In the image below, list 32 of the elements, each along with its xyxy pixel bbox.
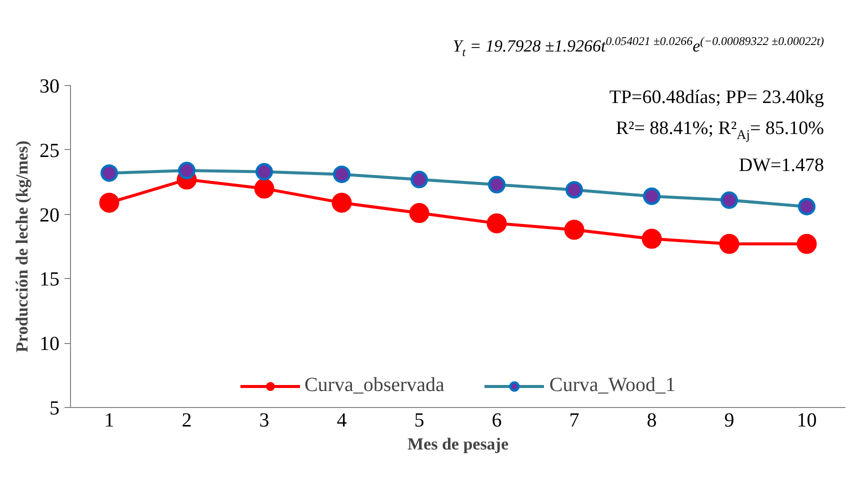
x-tick-label: 9 (724, 410, 734, 432)
point (409, 203, 430, 223)
point (99, 192, 120, 213)
y-tick-label: 20 (40, 204, 60, 226)
legend-label: Curva_Wood_1 (549, 374, 676, 397)
y-tick-label: 15 (40, 268, 60, 291)
x-tick-label: 5 (414, 410, 424, 432)
legend-label: Curva_observada (304, 374, 444, 397)
x-tick-label: 6 (492, 410, 502, 432)
x-tick-label: 4 (336, 410, 347, 432)
point (796, 234, 817, 254)
point (486, 213, 507, 234)
point (719, 234, 740, 254)
point (332, 192, 352, 213)
y-tick-label: 30 (40, 76, 60, 98)
x-tick-label: 7 (569, 410, 580, 432)
x-tick-label: 10 (796, 410, 817, 432)
point (564, 220, 584, 240)
x-tick-label: 1 (104, 410, 114, 432)
x-tick-label: 2 (182, 410, 192, 432)
x-tick-label: 3 (259, 410, 270, 432)
point (642, 228, 662, 249)
annotation: R²= 88.41%; R²$_{Aj}$= 85.10% (614, 117, 824, 144)
y-tick-label: 25 (40, 140, 60, 162)
text: Y$_{t}$ = 19.7928 ±1.9266t$^{0.054021 ±0.0266}$e$^{(−0.00089322 ±0.00022t)}$ (452, 33, 824, 62)
y-axis-title: Producción de leche (kg/mes) (12, 140, 32, 352)
x-tick-label: 8 (646, 410, 657, 432)
y-tick-label: 10 (40, 333, 60, 356)
x-axis-title: Mes de pesaje (407, 434, 509, 454)
point (254, 178, 274, 199)
annotation: DW=1.478 (738, 154, 824, 178)
annotation: TP=60.48días; PP= 23.40kg (608, 86, 824, 110)
